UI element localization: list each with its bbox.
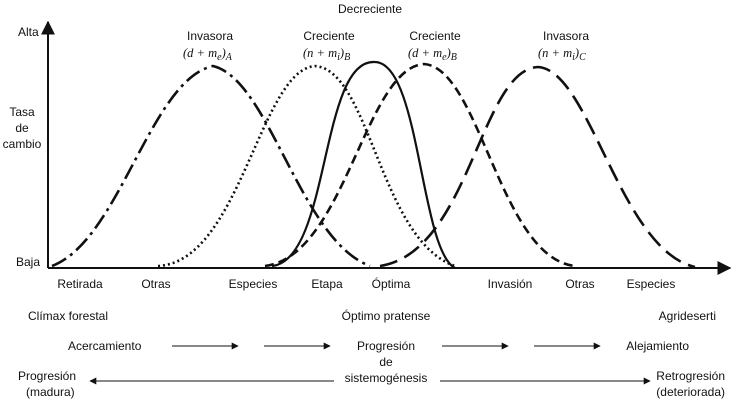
x-label-especies-2: Especies bbox=[627, 277, 676, 291]
x-label-retirada: Retirada bbox=[57, 277, 103, 291]
y-label-rate-2: de bbox=[15, 121, 29, 135]
x-label-especies-1: Especies bbox=[229, 277, 278, 291]
curve-title-invasora-c: Invasora bbox=[543, 29, 589, 43]
curve-invasora-a bbox=[51, 64, 371, 268]
curve-formula-b2: (d + me)B bbox=[408, 46, 457, 63]
y-label-rate-3: cambio bbox=[3, 137, 42, 151]
approach-alejamiento: Alejamiento bbox=[626, 339, 689, 353]
center-de: de bbox=[379, 355, 393, 369]
x-label-etapa: Etapa bbox=[311, 277, 343, 291]
curve-title-creciente-b2: Creciente bbox=[409, 29, 461, 43]
curve-creciente-b-dotted bbox=[157, 64, 456, 268]
curve-invasora-c bbox=[379, 65, 696, 269]
curve-title-creciente-b1: Creciente bbox=[303, 29, 355, 43]
x-label-otras-1: Otras bbox=[141, 277, 170, 291]
center-sistemogenesis: sistemogénesis bbox=[345, 371, 428, 385]
y-label-low: Baja bbox=[16, 255, 40, 269]
progression-label-1: Progresión bbox=[18, 369, 76, 383]
top-label-decreciente: Decreciente bbox=[338, 2, 402, 16]
y-label-high: Alta bbox=[18, 25, 39, 39]
stage-climax-forestal: Clímax forestal bbox=[28, 309, 108, 323]
stage-optimo-pratense: Óptimo pratense bbox=[342, 308, 431, 323]
curve-formula-c: (n + mi)C bbox=[538, 46, 586, 63]
curve-title-invasora-a: Invasora bbox=[187, 29, 233, 43]
y-label-rate-1: Tasa bbox=[9, 105, 35, 119]
stage-agrideserti: Agrideserti bbox=[659, 309, 716, 323]
retrogression-label-2: (deteriorada) bbox=[656, 385, 725, 399]
curve-formula-a: (d + me)A bbox=[183, 46, 233, 63]
approach-acercamiento: Acercamiento bbox=[68, 339, 142, 353]
x-label-optima: Óptima bbox=[372, 276, 411, 291]
retrogression-label-1: Retrogresión bbox=[656, 369, 725, 383]
curve-formula-b1: (n + mi)B bbox=[303, 46, 350, 63]
center-progresion: Progresión bbox=[357, 339, 415, 353]
x-label-otras-2: Otras bbox=[565, 277, 594, 291]
curve-creciente-b-dashed bbox=[264, 62, 576, 268]
x-label-invasion: Invasión bbox=[488, 277, 533, 291]
progression-label-2: (madura) bbox=[26, 385, 75, 399]
curve-optima-solid bbox=[271, 60, 456, 269]
